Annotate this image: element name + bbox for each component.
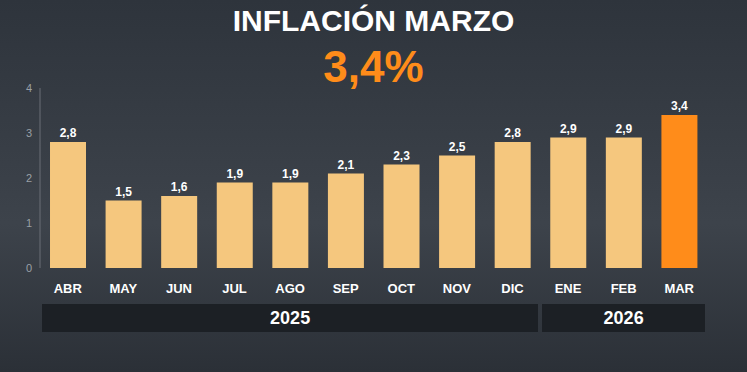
svg-text:JUL: JUL — [222, 281, 247, 296]
svg-text:4: 4 — [26, 82, 32, 94]
html-text:3,4%: 3,4% — [323, 42, 424, 91]
svg-text:SEP: SEP — [333, 281, 359, 296]
svg-text:2,9: 2,9 — [560, 122, 577, 136]
svg-text:DIC: DIC — [501, 281, 524, 296]
svg-text:ENE: ENE — [555, 281, 582, 296]
svg-text:2,9: 2,9 — [615, 122, 632, 136]
svg-text:ABR: ABR — [54, 281, 83, 296]
svg-text:OCT: OCT — [388, 281, 416, 296]
svg-text:2,1: 2,1 — [338, 158, 355, 172]
svg-text:2,5: 2,5 — [449, 140, 466, 154]
svg-text:MAR: MAR — [664, 281, 694, 296]
svg-text:FEB: FEB — [611, 281, 637, 296]
svg-text:2,8: 2,8 — [60, 126, 77, 140]
svg-text:0: 0 — [26, 262, 32, 274]
svg-text:1: 1 — [26, 217, 32, 229]
svg-text:1,5: 1,5 — [115, 185, 132, 199]
svg-text:AGO: AGO — [275, 281, 305, 296]
svg-text:1,9: 1,9 — [282, 167, 299, 181]
svg-text:2,3: 2,3 — [393, 149, 410, 163]
svg-text:2: 2 — [26, 172, 32, 184]
svg-text:1,9: 1,9 — [226, 167, 243, 181]
svg-text:3: 3 — [26, 127, 32, 139]
svg-text:1,6: 1,6 — [171, 180, 188, 194]
svg-text:3,4: 3,4 — [671, 99, 688, 113]
svg-text:NOV: NOV — [443, 281, 472, 296]
html-text:INFLACIÓN MARZO: INFLACIÓN MARZO — [232, 4, 515, 37]
html-text:2026: 2026 — [603, 308, 644, 328]
svg-text:JUN: JUN — [166, 281, 192, 296]
html-text:2025: 2025 — [270, 308, 311, 328]
svg-text:MAY: MAY — [110, 281, 138, 296]
svg-text:2,8: 2,8 — [504, 126, 521, 140]
